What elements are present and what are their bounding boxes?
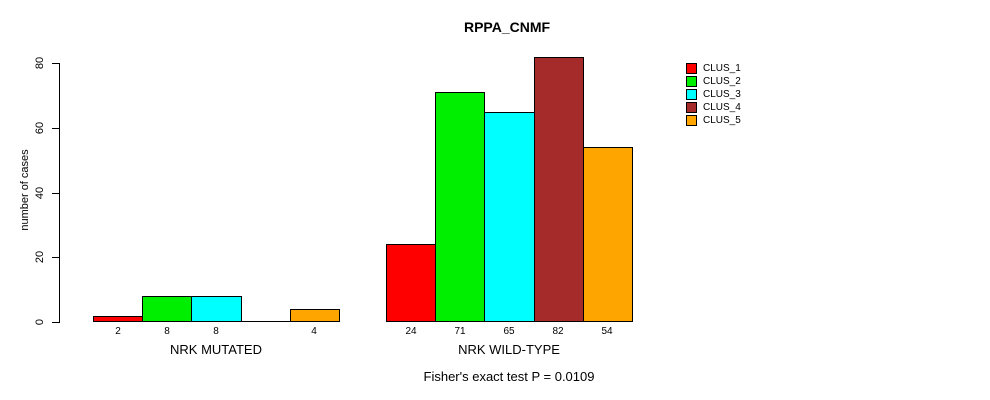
y-axis-tick	[52, 193, 59, 194]
y-axis-tick-label: 40	[34, 186, 46, 200]
legend-item: CLUS_4	[686, 101, 741, 114]
bar-value-label: 65	[503, 326, 515, 337]
legend: CLUS_1 CLUS_2 CLUS_3 CLUS_4 CLUS_5	[686, 62, 741, 127]
bar-value-label: 4	[311, 326, 317, 337]
y-axis-tick	[52, 128, 59, 129]
bar-value-label: 82	[552, 326, 564, 337]
legend-label: CLUS_1	[703, 62, 741, 74]
bar	[484, 112, 535, 322]
legend-swatch	[686, 76, 697, 87]
legend-item: CLUS_1	[686, 62, 741, 75]
legend-label: CLUS_5	[703, 114, 741, 126]
y-axis-tick-label: 60	[34, 121, 46, 135]
y-axis-tick-label: 80	[34, 56, 46, 70]
bar	[583, 147, 633, 322]
bar-value-label: 8	[213, 326, 219, 337]
bar	[290, 309, 340, 322]
bar-value-label: 54	[601, 326, 613, 337]
fisher-test-annotation: Fisher's exact test P = 0.0109	[423, 369, 595, 384]
y-axis-tick	[52, 63, 59, 64]
y-axis-line	[59, 63, 60, 323]
y-axis-label: number of cases	[19, 149, 31, 231]
group-label: NRK MUTATED	[170, 342, 262, 357]
bar-value-label: 71	[454, 326, 466, 337]
legend-label: CLUS_2	[703, 75, 741, 87]
legend-swatch	[686, 89, 697, 100]
group-label: NRK WILD-TYPE	[458, 342, 560, 357]
bar	[386, 244, 436, 322]
bar	[534, 57, 584, 322]
bar	[435, 92, 485, 322]
y-axis-tick-label: 20	[34, 250, 46, 264]
legend-item: CLUS_5	[686, 114, 741, 127]
legend-swatch	[686, 63, 697, 74]
legend-label: CLUS_3	[703, 88, 741, 100]
bar-value-label: 8	[164, 326, 170, 337]
legend-item: CLUS_2	[686, 75, 741, 88]
legend-swatch	[686, 102, 697, 113]
bar	[191, 296, 242, 322]
legend-item: CLUS_3	[686, 88, 741, 101]
bar	[93, 316, 143, 322]
legend-swatch	[686, 115, 697, 126]
y-axis-tick	[52, 322, 59, 323]
bar-value-label: 2	[115, 326, 121, 337]
y-axis-tick-label: 0	[34, 318, 46, 326]
bar	[142, 296, 192, 322]
chart-title: RPPA_CNMF	[463, 19, 551, 35]
y-axis-tick	[52, 257, 59, 258]
bar-value-label: 24	[405, 326, 417, 337]
legend-label: CLUS_4	[703, 101, 741, 113]
